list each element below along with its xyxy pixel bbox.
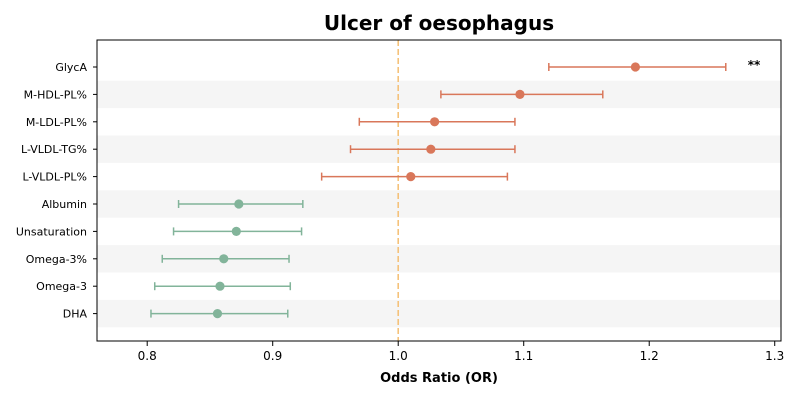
or-point <box>231 226 241 236</box>
forest-row: M-LDL-PL% <box>26 116 516 129</box>
or-point <box>219 254 229 264</box>
or-point <box>630 62 641 72</box>
y-tick-label: Albumin <box>42 198 87 211</box>
or-point <box>406 172 416 182</box>
x-tick-label: 0.8 <box>138 349 157 363</box>
row-stripe <box>97 80 781 109</box>
or-point <box>430 117 440 127</box>
forest-row: Albumin <box>42 198 304 211</box>
or-point <box>212 309 223 319</box>
x-tick-label: 1.0 <box>389 349 408 363</box>
forest-row: M-HDL-PL% <box>24 88 604 101</box>
or-point <box>426 144 436 154</box>
y-tick-label: L-VLDL-TG% <box>21 143 87 156</box>
y-tick-label: L-VLDL-PL% <box>22 171 87 184</box>
forest-row: Omega-3 <box>36 280 292 293</box>
y-tick-label: Omega-3 <box>36 280 87 293</box>
or-point <box>215 281 225 291</box>
significance-marker: ** <box>748 58 761 72</box>
forest-row: DHA <box>63 308 289 321</box>
y-tick-label: GlycA <box>55 61 87 74</box>
forest-row: L-VLDL-PL% <box>22 171 509 184</box>
y-tick-label: M-LDL-PL% <box>26 116 87 129</box>
y-tick-label: Omega-3% <box>26 253 87 266</box>
forest-row: Omega-3% <box>26 253 290 266</box>
chart-title: Ulcer of oesophagus <box>324 11 554 35</box>
plot-frame <box>96 39 782 342</box>
forest-row: L-VLDL-TG% <box>21 143 516 156</box>
y-tick-label: DHA <box>63 308 88 321</box>
x-axis-label: Odds Ratio (OR) <box>380 371 498 386</box>
x-tick-label: 1.1 <box>514 349 533 363</box>
axes: 0.8 0.9 1.0 1.1 1.2 1.3 <box>96 39 784 363</box>
data-rows: GlycA ** M-HDL-PL% M-LDL-PL% L-VLDL-TG% L-VLD… <box>16 58 761 321</box>
y-tick-label: M-HDL-PL% <box>24 88 87 101</box>
or-point <box>515 89 525 99</box>
forest-row: Unsaturation <box>16 225 303 238</box>
x-tick-label: 1.3 <box>765 349 784 363</box>
or-point <box>234 199 244 209</box>
x-tick-label: 0.9 <box>263 349 282 363</box>
forest-row: GlycA ** <box>55 58 761 74</box>
y-tick-label: Unsaturation <box>16 225 87 238</box>
x-tick-label: 1.2 <box>640 349 659 363</box>
